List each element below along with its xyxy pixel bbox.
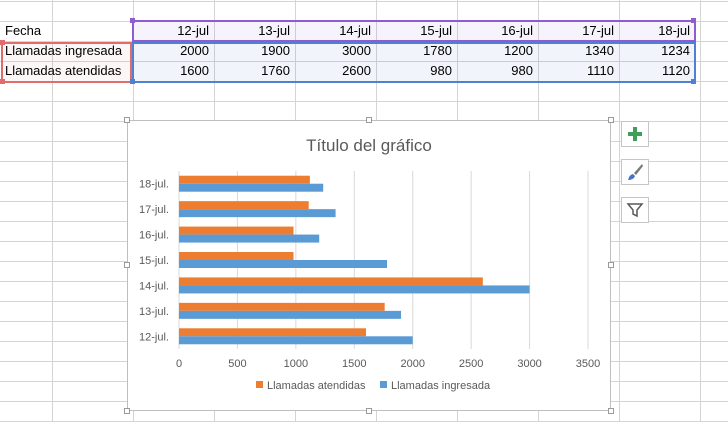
y-category-label: 13-jul. — [139, 306, 169, 318]
y-category-label: 18-jul. — [139, 179, 169, 191]
bar-ingresada[interactable] — [179, 184, 323, 192]
resize-handle[interactable] — [608, 117, 614, 123]
x-tick-label: 2500 — [459, 358, 483, 370]
bar-ingresada[interactable] — [179, 209, 336, 217]
cell-value[interactable]: 980 — [376, 61, 457, 81]
chart-filters-button[interactable] — [621, 197, 649, 223]
bar-atendidas[interactable] — [179, 227, 294, 235]
x-tick-label: 0 — [176, 358, 182, 370]
cell-date[interactable]: 12-jul — [133, 21, 214, 41]
cell-date[interactable]: 13-jul — [214, 21, 295, 41]
bar-chart[interactable]: Título del gráfico 12-jul. 13-jul. 14-jul.… — [128, 121, 610, 410]
x-tick-label: 1500 — [342, 358, 366, 370]
resize-handle[interactable] — [608, 262, 614, 268]
chart-elements-button[interactable] — [621, 121, 649, 147]
resize-handle[interactable] — [608, 408, 614, 414]
x-tick-label: 2000 — [400, 358, 424, 370]
x-tick-label: 3500 — [576, 358, 600, 370]
legend-swatch — [256, 381, 263, 388]
cell-date[interactable]: 18-jul — [619, 21, 695, 41]
bar-atendidas[interactable] — [179, 201, 309, 209]
y-category-label: 12-jul. — [139, 331, 169, 343]
cell-row-label[interactable]: Llamadas atendidas — [0, 61, 133, 81]
bar-ingresada[interactable] — [179, 285, 530, 293]
cell-row-label[interactable]: Llamadas ingresada — [0, 41, 133, 61]
bar-ingresada[interactable] — [179, 311, 401, 319]
cell-value[interactable]: 1120 — [619, 61, 695, 81]
plus-icon — [626, 125, 644, 143]
x-tick-label: 500 — [228, 358, 246, 370]
cell-value[interactable]: 1110 — [538, 61, 619, 81]
resize-handle[interactable] — [366, 117, 372, 123]
bar-atendidas[interactable] — [179, 252, 294, 260]
chart-styles-button[interactable] — [621, 159, 649, 185]
chart-area[interactable]: Título del gráfico 12-jul. 13-jul. 14-jul.… — [127, 120, 611, 411]
bar-ingresada[interactable] — [179, 336, 413, 344]
legend-entry[interactable]: Llamadas ingresada — [391, 380, 491, 392]
bar-atendidas[interactable] — [179, 303, 385, 311]
cell-value[interactable]: 980 — [457, 61, 538, 81]
cell-header-label[interactable]: Fecha — [0, 21, 133, 41]
cell-date[interactable]: 15-jul — [376, 21, 457, 41]
cell-value[interactable]: 2600 — [295, 61, 376, 81]
y-category-label: 17-jul. — [139, 204, 169, 216]
bar-atendidas[interactable] — [179, 277, 483, 285]
legend-swatch — [380, 381, 387, 388]
y-category-label: 14-jul. — [139, 280, 169, 292]
filter-icon — [626, 201, 644, 219]
cell-value[interactable]: 3000 — [295, 41, 376, 61]
cell-value[interactable]: 1200 — [457, 41, 538, 61]
cell-date[interactable]: 17-jul — [538, 21, 619, 41]
cell-date[interactable]: 16-jul — [457, 21, 538, 41]
bar-ingresada[interactable] — [179, 235, 319, 243]
cell-date[interactable]: 14-jul — [295, 21, 376, 41]
cell-value[interactable]: 1600 — [133, 61, 214, 81]
x-tick-label: 1000 — [284, 358, 308, 370]
cell-value[interactable]: 1340 — [538, 41, 619, 61]
resize-handle[interactable] — [366, 408, 372, 414]
cell-value[interactable]: 1760 — [214, 61, 295, 81]
bar-atendidas[interactable] — [179, 176, 310, 184]
resize-handle[interactable] — [124, 262, 130, 268]
bar-ingresada[interactable] — [179, 260, 387, 268]
y-category-label: 16-jul. — [139, 230, 169, 242]
bar-atendidas[interactable] — [179, 328, 366, 336]
cell-value[interactable]: 2000 — [133, 41, 214, 61]
brush-icon — [625, 162, 645, 182]
legend-entry[interactable]: Llamadas atendidas — [267, 380, 366, 392]
cell-value[interactable]: 1780 — [376, 41, 457, 61]
cell-value[interactable]: 1234 — [619, 41, 695, 61]
resize-handle[interactable] — [124, 408, 130, 414]
x-tick-label: 3000 — [517, 358, 541, 370]
cell-value[interactable]: 1900 — [214, 41, 295, 61]
chart-title[interactable]: Título del gráfico — [306, 136, 432, 155]
y-category-label: 15-jul. — [139, 255, 169, 267]
resize-handle[interactable] — [124, 117, 130, 123]
